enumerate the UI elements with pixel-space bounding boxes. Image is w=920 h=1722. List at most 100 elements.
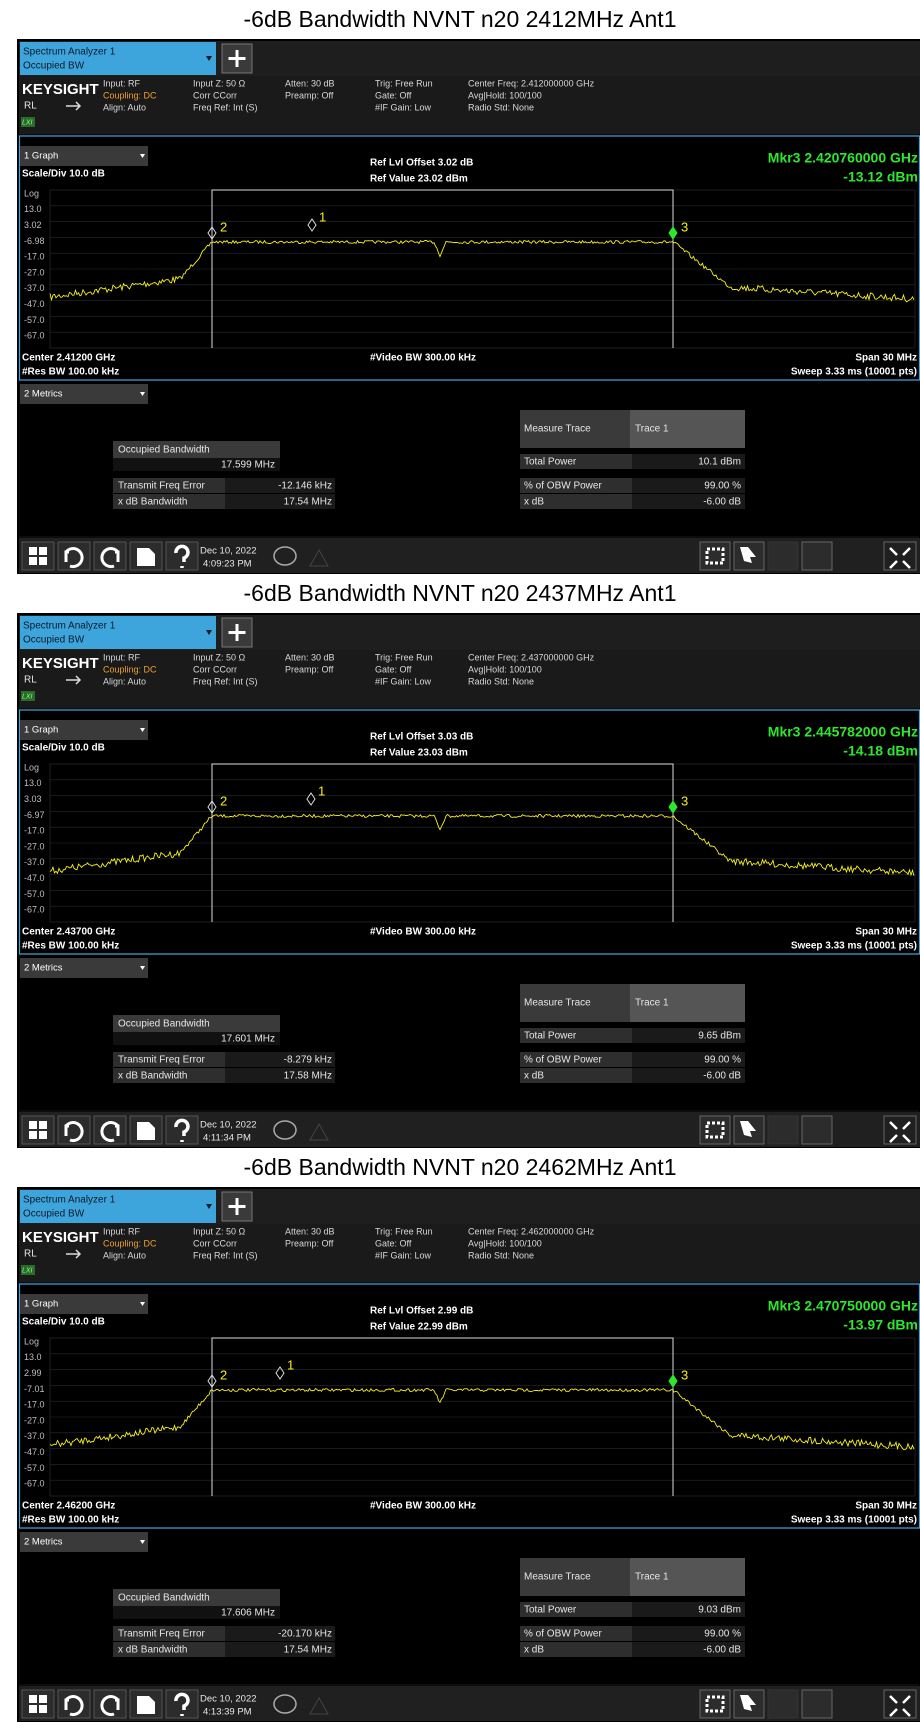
taskbar-button[interactable] bbox=[801, 541, 833, 571]
taskbar-button[interactable] bbox=[801, 1689, 833, 1719]
metrics-tab[interactable] bbox=[20, 958, 148, 978]
row-value: -6.00 dB bbox=[703, 1645, 741, 1656]
ref-offset: Ref Lvl Offset 3.03 dB bbox=[370, 732, 473, 743]
info-text: Preamp: Off bbox=[285, 1238, 334, 1248]
taskbar-button[interactable] bbox=[767, 541, 799, 571]
brand: KEYSIGHT bbox=[22, 81, 99, 98]
app-tab[interactable] bbox=[20, 1190, 216, 1223]
marker-1-label: 1 bbox=[318, 783, 325, 798]
res-bw: #Res BW 100.00 kHz bbox=[22, 941, 119, 952]
y-axis-label: 3.02 bbox=[24, 220, 42, 230]
trace bbox=[49, 239, 915, 303]
info-text: Align: Auto bbox=[103, 676, 146, 686]
header-label: Measure Trace bbox=[524, 998, 591, 1009]
graph-tab[interactable] bbox=[20, 1294, 148, 1314]
row-label-box bbox=[113, 1068, 225, 1083]
taskbar-button[interactable] bbox=[21, 541, 55, 571]
marker-3 bbox=[668, 226, 678, 240]
taskbar-button[interactable] bbox=[699, 541, 731, 571]
obw-label-box bbox=[113, 441, 280, 458]
app-tab[interactable] bbox=[20, 42, 216, 75]
graph-window bbox=[18, 709, 920, 955]
app-tab[interactable] bbox=[20, 616, 216, 649]
grid-icon bbox=[705, 1695, 725, 1713]
graph-tab[interactable] bbox=[20, 146, 148, 166]
marker-3 bbox=[668, 800, 678, 814]
row-value: 17.54 MHz bbox=[284, 1645, 332, 1656]
row-label: Transmit Freq Error bbox=[118, 1629, 206, 1640]
info-text: Trig: Free Run bbox=[375, 652, 433, 662]
ref-value: Ref Value 23.02 dBm bbox=[370, 174, 468, 185]
info-text: Input: RF bbox=[103, 652, 141, 662]
taskbar-button[interactable] bbox=[767, 1689, 799, 1719]
taskbar-button[interactable] bbox=[699, 1115, 731, 1145]
taskbar-button[interactable] bbox=[699, 1689, 731, 1719]
y-axis-label: 13.0 bbox=[24, 204, 42, 214]
header-value-box bbox=[630, 1558, 745, 1596]
marker-1 bbox=[307, 218, 317, 232]
obw-bracket bbox=[211, 1337, 674, 1496]
row-label-box bbox=[520, 1028, 632, 1043]
fullscreen-button[interactable] bbox=[883, 541, 917, 571]
info-text: Gate: Off bbox=[375, 1238, 412, 1248]
row-value-box bbox=[225, 1642, 335, 1657]
row-label: x dB Bandwidth bbox=[118, 1645, 188, 1656]
taskbar-button[interactable] bbox=[21, 1689, 55, 1719]
header-label-box bbox=[520, 984, 630, 1022]
row-value-box bbox=[225, 494, 335, 509]
row-value: 9.03 dBm bbox=[698, 1605, 741, 1616]
scale-div: Scale/Div 10.0 dB bbox=[22, 169, 105, 180]
info-text: Center Freq: 2.462000000 GHz bbox=[468, 1226, 595, 1236]
info-text: Input Z: 50 Ω bbox=[193, 1226, 246, 1236]
info-text: Freq Ref: Int (S) bbox=[193, 676, 258, 686]
graph-tab[interactable] bbox=[20, 720, 148, 740]
y-axis-label: -37.0 bbox=[24, 1431, 45, 1441]
panel: -6dB Bandwidth NVNT n20 2462MHz Ant1 Spec… bbox=[0, 1148, 920, 1722]
taskbar-button[interactable] bbox=[767, 1115, 799, 1145]
help-icon bbox=[174, 1692, 190, 1716]
warning-icon bbox=[309, 1696, 329, 1715]
info-text: Avg|Hold: 100/100 bbox=[468, 1238, 542, 1248]
lxi: LXI bbox=[22, 119, 33, 126]
time: 4:11:34 PM bbox=[203, 1133, 251, 1144]
fullscreen-button[interactable] bbox=[883, 1115, 917, 1145]
info-text: Gate: Off bbox=[375, 90, 412, 100]
metrics-tab[interactable] bbox=[20, 1532, 148, 1552]
taskbar-button[interactable] bbox=[801, 1115, 833, 1145]
chat-icon[interactable] bbox=[273, 1120, 297, 1140]
row-label-box bbox=[113, 478, 225, 493]
chat-icon[interactable] bbox=[273, 1694, 297, 1714]
info-text: Preamp: Off bbox=[285, 90, 334, 100]
row-label-box bbox=[520, 1052, 632, 1067]
file-icon bbox=[137, 1696, 155, 1714]
info-text: Trig: Free Run bbox=[375, 78, 433, 88]
help-icon bbox=[174, 1118, 190, 1142]
row-value: -6.00 dB bbox=[703, 497, 741, 508]
marker-freq: Mkr3 2.445782000 GHz bbox=[768, 724, 918, 740]
span: Span 30 MHz bbox=[855, 927, 917, 938]
grid-icon bbox=[705, 547, 725, 565]
marker-3-label: 3 bbox=[681, 1367, 688, 1382]
metrics-tab[interactable] bbox=[20, 384, 148, 404]
warning-icon bbox=[309, 1122, 329, 1141]
info-text: Radio Std: None bbox=[468, 676, 534, 686]
taskbar-button[interactable] bbox=[21, 1115, 55, 1145]
info-text: Freq Ref: Int (S) bbox=[193, 102, 258, 112]
y-axis-label: 3.03 bbox=[24, 794, 42, 804]
metrics-tab-label: 2 Metrics bbox=[24, 963, 63, 974]
fullscreen-button[interactable] bbox=[883, 1689, 917, 1719]
y-axis-label: -67.0 bbox=[24, 1479, 45, 1489]
row-label-box bbox=[520, 1642, 632, 1657]
brand: KEYSIGHT bbox=[22, 655, 99, 672]
graph-tab-arrow bbox=[140, 728, 145, 732]
tab-name: Spectrum Analyzer 1 bbox=[23, 1195, 116, 1206]
help-icon bbox=[174, 544, 190, 568]
sweep: Sweep 3.33 ms (10001 pts) bbox=[791, 941, 917, 952]
metrics-tab-arrow bbox=[140, 392, 145, 396]
row-value-box bbox=[225, 1068, 335, 1083]
panel-title: -6dB Bandwidth NVNT n20 2437MHz Ant1 bbox=[244, 580, 677, 606]
chat-icon[interactable] bbox=[273, 546, 297, 566]
graph-window bbox=[18, 1283, 920, 1529]
row-value-box bbox=[632, 478, 745, 493]
info-text: Avg|Hold: 100/100 bbox=[468, 90, 542, 100]
